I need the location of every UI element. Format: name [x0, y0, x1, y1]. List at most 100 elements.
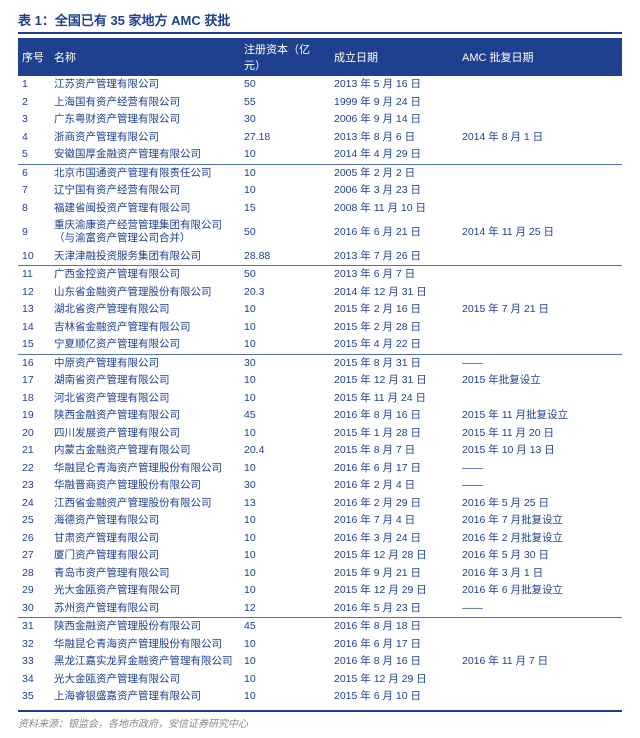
cell-founded-date: 2016 年 2 月 29 日 — [330, 495, 458, 513]
cell-idx: 11 — [18, 266, 50, 284]
table-row: 11广西金控资产管理有限公司502013 年 6 月 7 日 — [18, 266, 622, 284]
cell-name: 浙商资产管理有限公司 — [50, 129, 240, 147]
table-row: 26甘肃资产管理有限公司102016 年 3 月 24 日2016 年 2 月批… — [18, 530, 622, 548]
cell-name: 湖南省资产管理有限公司 — [50, 372, 240, 390]
table-row: 13湖北省资产管理有限公司102015 年 2 月 16 日2015 年 7 月… — [18, 301, 622, 319]
cell-name: 厦门资产管理有限公司 — [50, 547, 240, 565]
cell-name: 北京市国通资产管理有限责任公司 — [50, 164, 240, 182]
cell-name: 四川发展资产管理有限公司 — [50, 425, 240, 443]
cell-idx: 31 — [18, 618, 50, 636]
cell-idx: 8 — [18, 200, 50, 218]
cell-capital: 10 — [240, 425, 330, 443]
cell-name: 上海国有资产经营有限公司 — [50, 94, 240, 112]
source-note: 资料来源：银监会，各地市政府，安信证券研究中心 — [18, 710, 622, 730]
table-row: 14吉林省金融资产管理有限公司102015 年 2 月 28 日 — [18, 319, 622, 337]
cell-founded-date: 2008 年 11 月 10 日 — [330, 200, 458, 218]
cell-amc-date — [458, 284, 622, 302]
cell-idx: 13 — [18, 301, 50, 319]
table-row: 3广东粤财资产管理有限公司302006 年 9 月 14 日2014 年 8 月… — [18, 111, 622, 129]
cell-amc-date — [458, 688, 622, 706]
table-row: 27厦门资产管理有限公司102015 年 12 月 28 日2016 年 5 月… — [18, 547, 622, 565]
cell-amc-date: —— — [458, 354, 622, 372]
cell-name: 光大金瓯资产管理有限公司 — [50, 582, 240, 600]
cell-amc-date: 2014 年 11 月 25 日 — [458, 200, 622, 266]
cell-founded-date: 2015 年 1 月 28 日 — [330, 425, 458, 443]
cell-idx: 21 — [18, 442, 50, 460]
cell-name: 河北省资产管理有限公司 — [50, 390, 240, 408]
table-title: 表 1：全国已有 35 家地方 AMC 获批 — [18, 10, 622, 34]
table-row: 29光大金瓯资产管理有限公司102015 年 12 月 29 日2016 年 6… — [18, 582, 622, 600]
cell-name: 重庆渝康资产经营管理集团有限公司（与渝富资产管理公司合并） — [50, 217, 240, 248]
cell-idx: 5 — [18, 146, 50, 164]
cell-name: 江西省金融资产管理股份有限公司 — [50, 495, 240, 513]
cell-amc-date — [458, 76, 622, 94]
cell-founded-date: 2013 年 6 月 7 日 — [330, 266, 458, 284]
cell-founded-date: 2015 年 9 月 21 日 — [330, 565, 458, 583]
cell-capital: 45 — [240, 618, 330, 636]
table-row: 2上海国有资产经营有限公司551999 年 9 月 24 日 — [18, 94, 622, 112]
cell-capital: 10 — [240, 336, 330, 354]
cell-capital: 50 — [240, 76, 330, 94]
cell-founded-date: 2016 年 8 月 16 日 — [330, 407, 458, 425]
cell-idx: 33 — [18, 653, 50, 671]
cell-idx: 35 — [18, 688, 50, 706]
cell-capital: 30 — [240, 354, 330, 372]
cell-capital: 10 — [240, 390, 330, 408]
amc-table: 序号 名称 注册资本（亿元） 成立日期 AMC 批复日期 1江苏资产管理有限公司… — [18, 38, 622, 706]
cell-founded-date: 2006 年 3 月 23 日 — [330, 182, 458, 200]
cell-capital: 10 — [240, 460, 330, 478]
table-row: 6北京市国通资产管理有限责任公司102005 年 2 月 2 日 — [18, 164, 622, 182]
cell-founded-date: 2013 年 8 月 6 日 — [330, 129, 458, 147]
table-row: 17湖南省资产管理有限公司102015 年 12 月 31 日2015 年批复设… — [18, 372, 622, 390]
cell-amc-date: 2015 年 11 月 20 日 — [458, 425, 622, 443]
table-row: 12山东省金融资产管理股份有限公司20.32014 年 12 月 31 日 — [18, 284, 622, 302]
cell-amc-date — [458, 266, 622, 284]
cell-capital: 27.18 — [240, 129, 330, 147]
cell-amc-date: 2015 年 7 月 21 日 — [458, 301, 622, 319]
col-header-amc-date: AMC 批复日期 — [458, 38, 622, 76]
table-row: 35上海睿银盛嘉资产管理有限公司102015 年 6 月 10 日 — [18, 688, 622, 706]
cell-name: 内蒙古金融资产管理有限公司 — [50, 442, 240, 460]
cell-founded-date: 2015 年 11 月 24 日 — [330, 390, 458, 408]
cell-amc-date — [458, 319, 622, 337]
cell-capital: 15 — [240, 200, 330, 218]
cell-amc-date: 2015 年 11 月批复设立 — [458, 407, 622, 425]
cell-capital: 10 — [240, 688, 330, 706]
table-row: 18河北省资产管理有限公司102015 年 11 月 24 日 — [18, 390, 622, 408]
cell-capital: 13 — [240, 495, 330, 513]
cell-name: 陕西金融资产管理有限公司 — [50, 407, 240, 425]
cell-name: 广东粤财资产管理有限公司 — [50, 111, 240, 129]
cell-capital: 30 — [240, 477, 330, 495]
cell-amc-date: —— — [458, 477, 622, 495]
cell-amc-date — [458, 390, 622, 408]
table-row: 28青岛市资产管理有限公司102015 年 9 月 21 日2016 年 3 月… — [18, 565, 622, 583]
cell-name: 华融昆仑青海资产管理股份有限公司 — [50, 460, 240, 478]
cell-founded-date: 2015 年 6 月 10 日 — [330, 688, 458, 706]
cell-capital: 10 — [240, 182, 330, 200]
cell-idx: 23 — [18, 477, 50, 495]
cell-name: 辽宁国有资产经营有限公司 — [50, 182, 240, 200]
cell-capital: 10 — [240, 565, 330, 583]
cell-founded-date: 2015 年 8 月 7 日 — [330, 442, 458, 460]
cell-idx: 24 — [18, 495, 50, 513]
cell-founded-date: 2016 年 3 月 24 日 — [330, 530, 458, 548]
cell-name: 海德资产管理有限公司 — [50, 512, 240, 530]
cell-capital: 30 — [240, 111, 330, 129]
table-row: 31陕西金融资产管理股份有限公司452016 年 8 月 18 日 — [18, 618, 622, 636]
cell-capital: 10 — [240, 319, 330, 337]
cell-founded-date: 2015 年 2 月 16 日 — [330, 301, 458, 319]
table-row: 25海德资产管理有限公司102016 年 7 月 4 日2016 年 7 月批复… — [18, 512, 622, 530]
cell-capital: 10 — [240, 636, 330, 654]
cell-name: 湖北省资产管理有限公司 — [50, 301, 240, 319]
cell-name: 安徽国厚金融资产管理有限公司 — [50, 146, 240, 164]
cell-amc-date — [458, 336, 622, 354]
cell-idx: 7 — [18, 182, 50, 200]
cell-idx: 28 — [18, 565, 50, 583]
cell-idx: 19 — [18, 407, 50, 425]
cell-name: 黑龙江嘉实龙昇金融资产管理有限公司 — [50, 653, 240, 671]
cell-amc-date — [458, 94, 622, 112]
cell-name: 陕西金融资产管理股份有限公司 — [50, 618, 240, 636]
cell-capital: 10 — [240, 164, 330, 182]
table-row: 15宁夏顺亿资产管理有限公司102015 年 4 月 22 日 — [18, 336, 622, 354]
cell-idx: 10 — [18, 248, 50, 266]
